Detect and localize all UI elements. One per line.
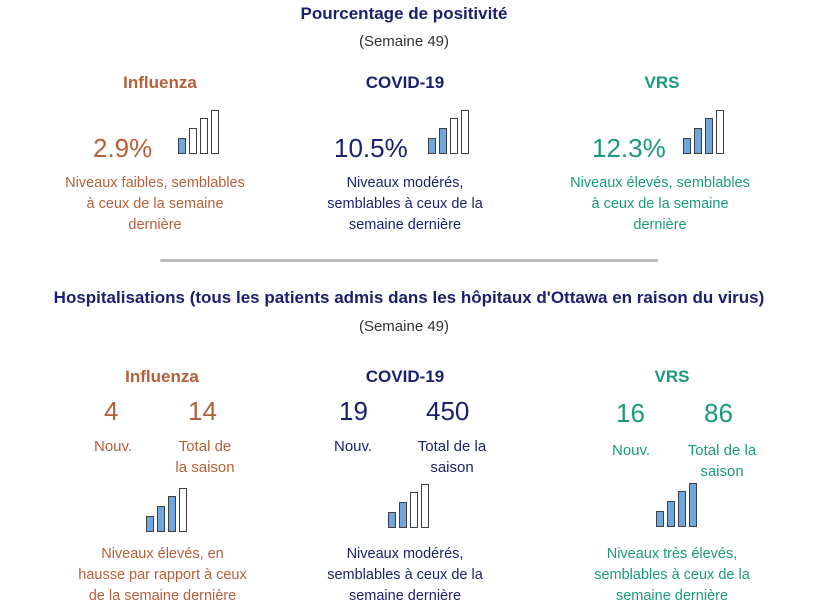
hosp-covid-total-label: Total de la saison [417, 438, 487, 476]
hosp-vrs-new-label: Nouv. [612, 442, 651, 459]
hosp-influenza-total-label: Total de la saison [175, 438, 235, 476]
level-bar [667, 501, 675, 527]
positivity-week: (Semaine 49) [358, 33, 450, 50]
hospitalizations-title: Hospitalisations (tous les patients admi… [53, 288, 765, 307]
level-bar [705, 118, 713, 154]
hosp-covid-total: 450 [426, 396, 470, 426]
level-bar [211, 110, 219, 154]
hospitalizations-week: (Semaine 49) [358, 318, 450, 335]
hosp-covid-new: 19 [339, 396, 368, 426]
hosp-covid-header: COVID-19 [365, 367, 445, 386]
positivity-covid-header: COVID-19 [365, 73, 445, 92]
hosp-vrs-header: VRS [654, 367, 690, 386]
level-bar [450, 118, 458, 154]
hosp-influenza-new-label: Nouv. [94, 438, 133, 455]
positivity-vrs-desc: Niveaux élevés, semblables à ceux de la … [570, 175, 750, 233]
level-bar [178, 138, 186, 154]
positivity-vrs-header: VRS [644, 73, 680, 92]
hosp-vrs-total-label: Total de la saison [687, 442, 757, 480]
hosp-influenza-desc: Niveaux élevés, en hausse par rapport à … [78, 546, 247, 604]
hosp-vrs-total: 86 [704, 398, 733, 428]
hosp-vrs-level-icon [656, 483, 697, 527]
hosp-vrs-desc: Niveaux très élevés, semblables à ceux d… [594, 546, 750, 604]
positivity-influenza-desc: Niveaux faibles, semblables à ceux de la… [65, 175, 245, 233]
positivity-covid-level-icon [428, 110, 469, 154]
positivity-influenza-header: Influenza [123, 73, 197, 92]
level-bar [689, 483, 697, 527]
level-bar [716, 110, 724, 154]
level-bar [157, 506, 165, 532]
hosp-influenza-total: 14 [188, 396, 217, 426]
level-bar [200, 118, 208, 154]
hosp-influenza-new: 4 [104, 396, 119, 426]
hosp-influenza-header: Influenza [125, 367, 199, 386]
level-bar [678, 491, 686, 527]
positivity-covid-desc: Niveaux modérés, semblables à ceux de la… [327, 175, 483, 233]
level-bar [461, 110, 469, 154]
level-bar [146, 516, 154, 532]
level-bar [410, 492, 418, 528]
section-divider [160, 259, 658, 262]
level-bar [168, 496, 176, 532]
positivity-influenza-value: 2.9% [93, 133, 153, 163]
level-bar [388, 512, 396, 528]
level-bar [439, 128, 447, 154]
level-bar [694, 128, 702, 154]
positivity-title: Pourcentage de positivité [300, 4, 508, 23]
hosp-covid-desc: Niveaux modérés, semblables à ceux de la… [327, 546, 483, 604]
hosp-covid-level-icon [388, 484, 429, 528]
hosp-covid-new-label: Nouv. [334, 438, 373, 455]
level-bar [421, 484, 429, 528]
positivity-influenza-level-icon [178, 110, 219, 154]
level-bar [683, 138, 691, 154]
level-bar [399, 502, 407, 528]
level-bar [428, 138, 436, 154]
level-bar [189, 128, 197, 154]
hosp-influenza-level-icon [146, 488, 187, 532]
positivity-covid-value: 10.5% [334, 133, 408, 163]
level-bar [656, 511, 664, 527]
positivity-vrs-value: 12.3% [592, 133, 666, 163]
hosp-vrs-new: 16 [616, 398, 645, 428]
level-bar [179, 488, 187, 532]
positivity-vrs-level-icon [683, 110, 724, 154]
